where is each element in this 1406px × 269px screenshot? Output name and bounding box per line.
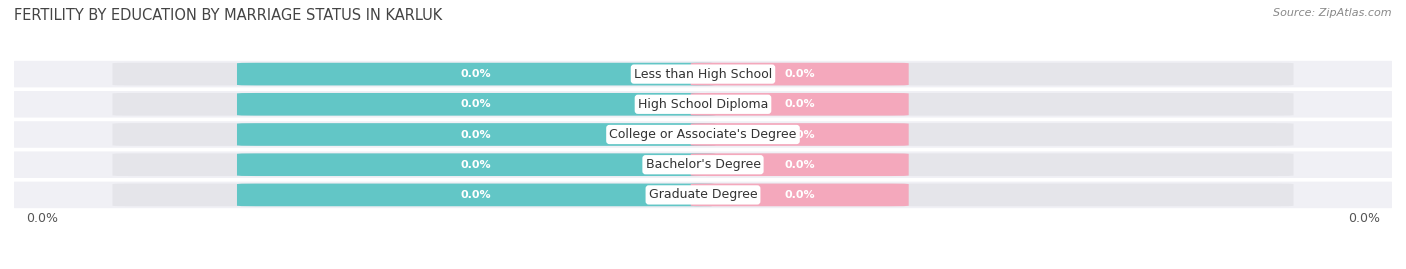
FancyBboxPatch shape xyxy=(238,123,716,146)
Text: 0.0%: 0.0% xyxy=(461,99,492,109)
Text: 0.0%: 0.0% xyxy=(785,160,815,170)
FancyBboxPatch shape xyxy=(690,153,1294,176)
Text: 0.0%: 0.0% xyxy=(785,69,815,79)
FancyBboxPatch shape xyxy=(690,93,1294,116)
Text: 0.0%: 0.0% xyxy=(461,160,492,170)
FancyBboxPatch shape xyxy=(1,151,1405,178)
Text: 0.0%: 0.0% xyxy=(785,190,815,200)
Text: 0.0%: 0.0% xyxy=(461,69,492,79)
FancyBboxPatch shape xyxy=(690,153,908,176)
Text: 0.0%: 0.0% xyxy=(27,212,59,225)
FancyBboxPatch shape xyxy=(690,123,1294,146)
FancyBboxPatch shape xyxy=(1,121,1405,148)
Text: Graduate Degree: Graduate Degree xyxy=(648,188,758,201)
FancyBboxPatch shape xyxy=(690,93,908,116)
Text: High School Diploma: High School Diploma xyxy=(638,98,768,111)
FancyBboxPatch shape xyxy=(1,182,1405,208)
Text: Less than High School: Less than High School xyxy=(634,68,772,81)
FancyBboxPatch shape xyxy=(238,63,716,86)
FancyBboxPatch shape xyxy=(112,183,716,206)
Text: 0.0%: 0.0% xyxy=(785,129,815,140)
Text: FERTILITY BY EDUCATION BY MARRIAGE STATUS IN KARLUK: FERTILITY BY EDUCATION BY MARRIAGE STATU… xyxy=(14,8,443,23)
FancyBboxPatch shape xyxy=(690,63,908,86)
FancyBboxPatch shape xyxy=(238,183,716,206)
Text: College or Associate's Degree: College or Associate's Degree xyxy=(609,128,797,141)
Text: 0.0%: 0.0% xyxy=(461,190,492,200)
FancyBboxPatch shape xyxy=(112,93,716,116)
FancyBboxPatch shape xyxy=(112,153,716,176)
FancyBboxPatch shape xyxy=(1,91,1405,118)
Text: Bachelor's Degree: Bachelor's Degree xyxy=(645,158,761,171)
FancyBboxPatch shape xyxy=(690,63,1294,86)
FancyBboxPatch shape xyxy=(690,123,908,146)
Text: Source: ZipAtlas.com: Source: ZipAtlas.com xyxy=(1274,8,1392,18)
FancyBboxPatch shape xyxy=(1,61,1405,87)
Text: 0.0%: 0.0% xyxy=(461,129,492,140)
Text: 0.0%: 0.0% xyxy=(1347,212,1379,225)
FancyBboxPatch shape xyxy=(238,153,716,176)
FancyBboxPatch shape xyxy=(690,183,908,206)
FancyBboxPatch shape xyxy=(690,183,1294,206)
FancyBboxPatch shape xyxy=(238,93,716,116)
FancyBboxPatch shape xyxy=(112,123,716,146)
FancyBboxPatch shape xyxy=(112,63,716,86)
Text: 0.0%: 0.0% xyxy=(785,99,815,109)
